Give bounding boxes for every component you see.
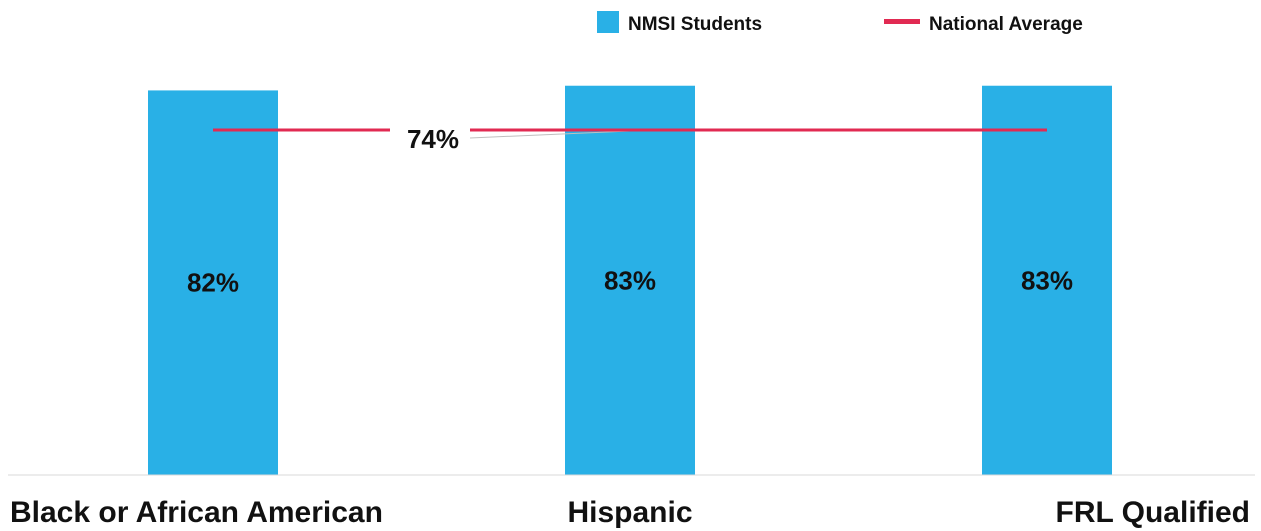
legend-swatch-nmsi-students [597, 11, 619, 33]
legend: NMSI Students National Average [597, 11, 1083, 35]
bar-value-label-1: 82% [187, 268, 239, 298]
legend-swatch-national-average [884, 19, 920, 24]
bar-1 [148, 90, 278, 476]
bar-2 [565, 85, 695, 475]
category-label-2: Hispanic [567, 496, 692, 529]
national-average-leader-line [469, 130, 631, 139]
bars-group: 82% 83% 83% [148, 85, 1112, 476]
category-label-3: FRL Qualified [1056, 496, 1250, 529]
legend-label-national-average: National Average [929, 14, 1083, 35]
national-average-label: 74% [407, 124, 459, 154]
category-labels-group: Black or African American Hispanic FRL Qua… [10, 496, 1250, 529]
national-average-group: 74% [213, 117, 1047, 155]
national-average-label-bg [390, 117, 470, 155]
bar-value-label-2: 83% [604, 265, 656, 295]
bar-3 [982, 85, 1112, 475]
category-label-1: Black or African American [10, 496, 383, 529]
legend-label-nmsi-students: NMSI Students [628, 14, 762, 35]
bar-value-label-3: 83% [1021, 265, 1073, 295]
